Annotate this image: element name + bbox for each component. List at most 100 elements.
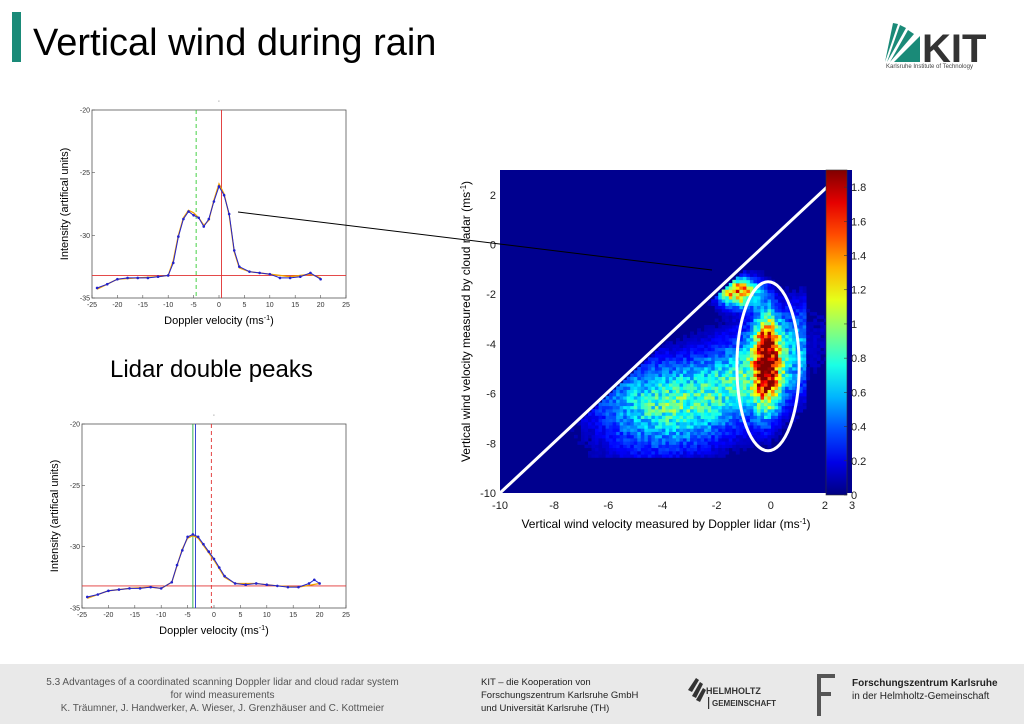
heatmap-cell (616, 415, 620, 420)
heatmap-cell (679, 376, 684, 381)
heatmap-cell (760, 331, 765, 336)
heatmap-cell (764, 318, 768, 323)
heatmap-cell (753, 347, 758, 352)
heatmap-cell (672, 425, 677, 429)
heatmap-cell (609, 441, 613, 445)
heatmap-cell (654, 441, 659, 445)
heatmap-cell (749, 367, 754, 371)
heatmap-cell (721, 431, 726, 436)
heatmap-cell (683, 405, 687, 410)
heatmap-cell (654, 431, 659, 436)
heatmap-cell (781, 354, 786, 358)
heatmap-cell (785, 392, 789, 397)
heatmap-cell (598, 415, 603, 420)
heatmap-cell (749, 386, 754, 390)
heatmap-cell (746, 283, 751, 287)
heatmap-cell (767, 415, 772, 420)
colorbar-tick-label: 0.4 (851, 422, 866, 434)
heatmap-cell (658, 379, 663, 384)
heatmap-cell (753, 318, 758, 323)
heatmap-cell (732, 305, 737, 310)
heatmap-cell (728, 299, 733, 303)
heatmap-cell (739, 392, 744, 397)
heatmap-cell (785, 399, 789, 403)
heatmap-cell (704, 386, 708, 390)
heatmap-cell (764, 396, 768, 400)
heatmap-cell (605, 421, 610, 426)
top-chart-xtick-label: 0 (217, 302, 221, 309)
heatmap-cell (577, 421, 582, 426)
heatmap-cell (711, 386, 716, 390)
heatmap-cell (756, 418, 761, 423)
heatmap-cell (704, 392, 708, 397)
heatmap-cell (739, 360, 744, 365)
heatmap-cell (718, 325, 723, 329)
heatmap-cell (781, 402, 786, 407)
heatmap-cell (749, 312, 754, 316)
heatmap-xtick-label: 0 (768, 500, 774, 512)
heatmap-cell (732, 428, 737, 432)
heatmap-cell (764, 389, 768, 394)
heatmap-cell (725, 347, 730, 352)
heatmap-cell (749, 418, 754, 423)
heatmap-cell (820, 350, 825, 355)
heatmap-cell (760, 383, 765, 387)
heatmap-cell (735, 295, 740, 300)
heatmap-cell (700, 363, 705, 368)
heatmap-cell (707, 434, 712, 439)
bottom-chart-xtick-label: -5 (184, 612, 190, 619)
heatmap-cell (742, 389, 747, 394)
heatmap-cell (746, 373, 751, 378)
heatmap-cell (686, 341, 691, 345)
heatmap-cell (644, 441, 649, 445)
heatmap-cell (739, 399, 744, 403)
heatmap-cell (661, 399, 666, 403)
heatmap-cell (756, 376, 761, 381)
heatmap-cell (771, 308, 775, 313)
heatmap-cell (813, 370, 818, 374)
heatmap-cell (637, 367, 642, 371)
heatmap-cell (739, 347, 744, 352)
heatmap-cell (778, 354, 782, 358)
heatmap-cell (633, 370, 638, 374)
heatmap-cell (718, 360, 723, 365)
heatmap-cell (711, 328, 716, 332)
heatmap-cell (816, 337, 821, 342)
heatmap-cell (718, 405, 723, 410)
heatmap-cell (799, 341, 804, 345)
heatmap-cell (756, 347, 761, 352)
heatmap-cell (728, 350, 733, 355)
heatmap-cell (732, 376, 737, 381)
heatmap-cell (809, 334, 814, 339)
heatmap-cell (820, 325, 825, 329)
heatmap-cell (728, 434, 733, 439)
heatmap-cell (778, 409, 782, 413)
heatmap-cell (704, 370, 708, 374)
heatmap-cell (760, 373, 765, 378)
heatmap-cell (767, 344, 772, 348)
heatmap-cell (637, 386, 642, 390)
heatmap-cell (676, 337, 680, 342)
heatmap-cell (668, 434, 673, 439)
heatmap-cell (693, 363, 698, 368)
heatmap-cell (668, 431, 673, 436)
heatmap-cell (753, 357, 758, 361)
heatmap-cell (623, 399, 628, 403)
heatmap-cell (753, 360, 758, 365)
heatmap-cell (700, 334, 705, 339)
heatmap-cell (742, 376, 747, 381)
heatmap-cell (623, 454, 628, 458)
top-chart-xtick-label: -25 (87, 302, 97, 309)
heatmap-cell (672, 357, 677, 361)
heatmap-cell (686, 376, 691, 381)
heatmap-cell (573, 434, 578, 439)
heatmap-cell (735, 286, 740, 290)
heatmap-cell (640, 425, 645, 429)
heatmap-cell (637, 405, 642, 410)
heatmap-cell (778, 402, 782, 407)
heatmap-cell (739, 373, 744, 378)
heatmap-cell (679, 347, 684, 352)
heatmap-cell (767, 289, 772, 294)
heatmap-cell (630, 454, 635, 458)
heatmap-cell (693, 341, 698, 345)
